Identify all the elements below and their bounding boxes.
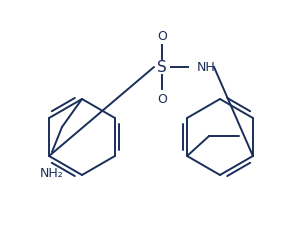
Text: S: S	[157, 60, 167, 75]
Text: O: O	[157, 93, 167, 106]
Text: O: O	[157, 29, 167, 42]
Text: NH: NH	[197, 61, 216, 74]
Text: NH₂: NH₂	[40, 166, 64, 179]
